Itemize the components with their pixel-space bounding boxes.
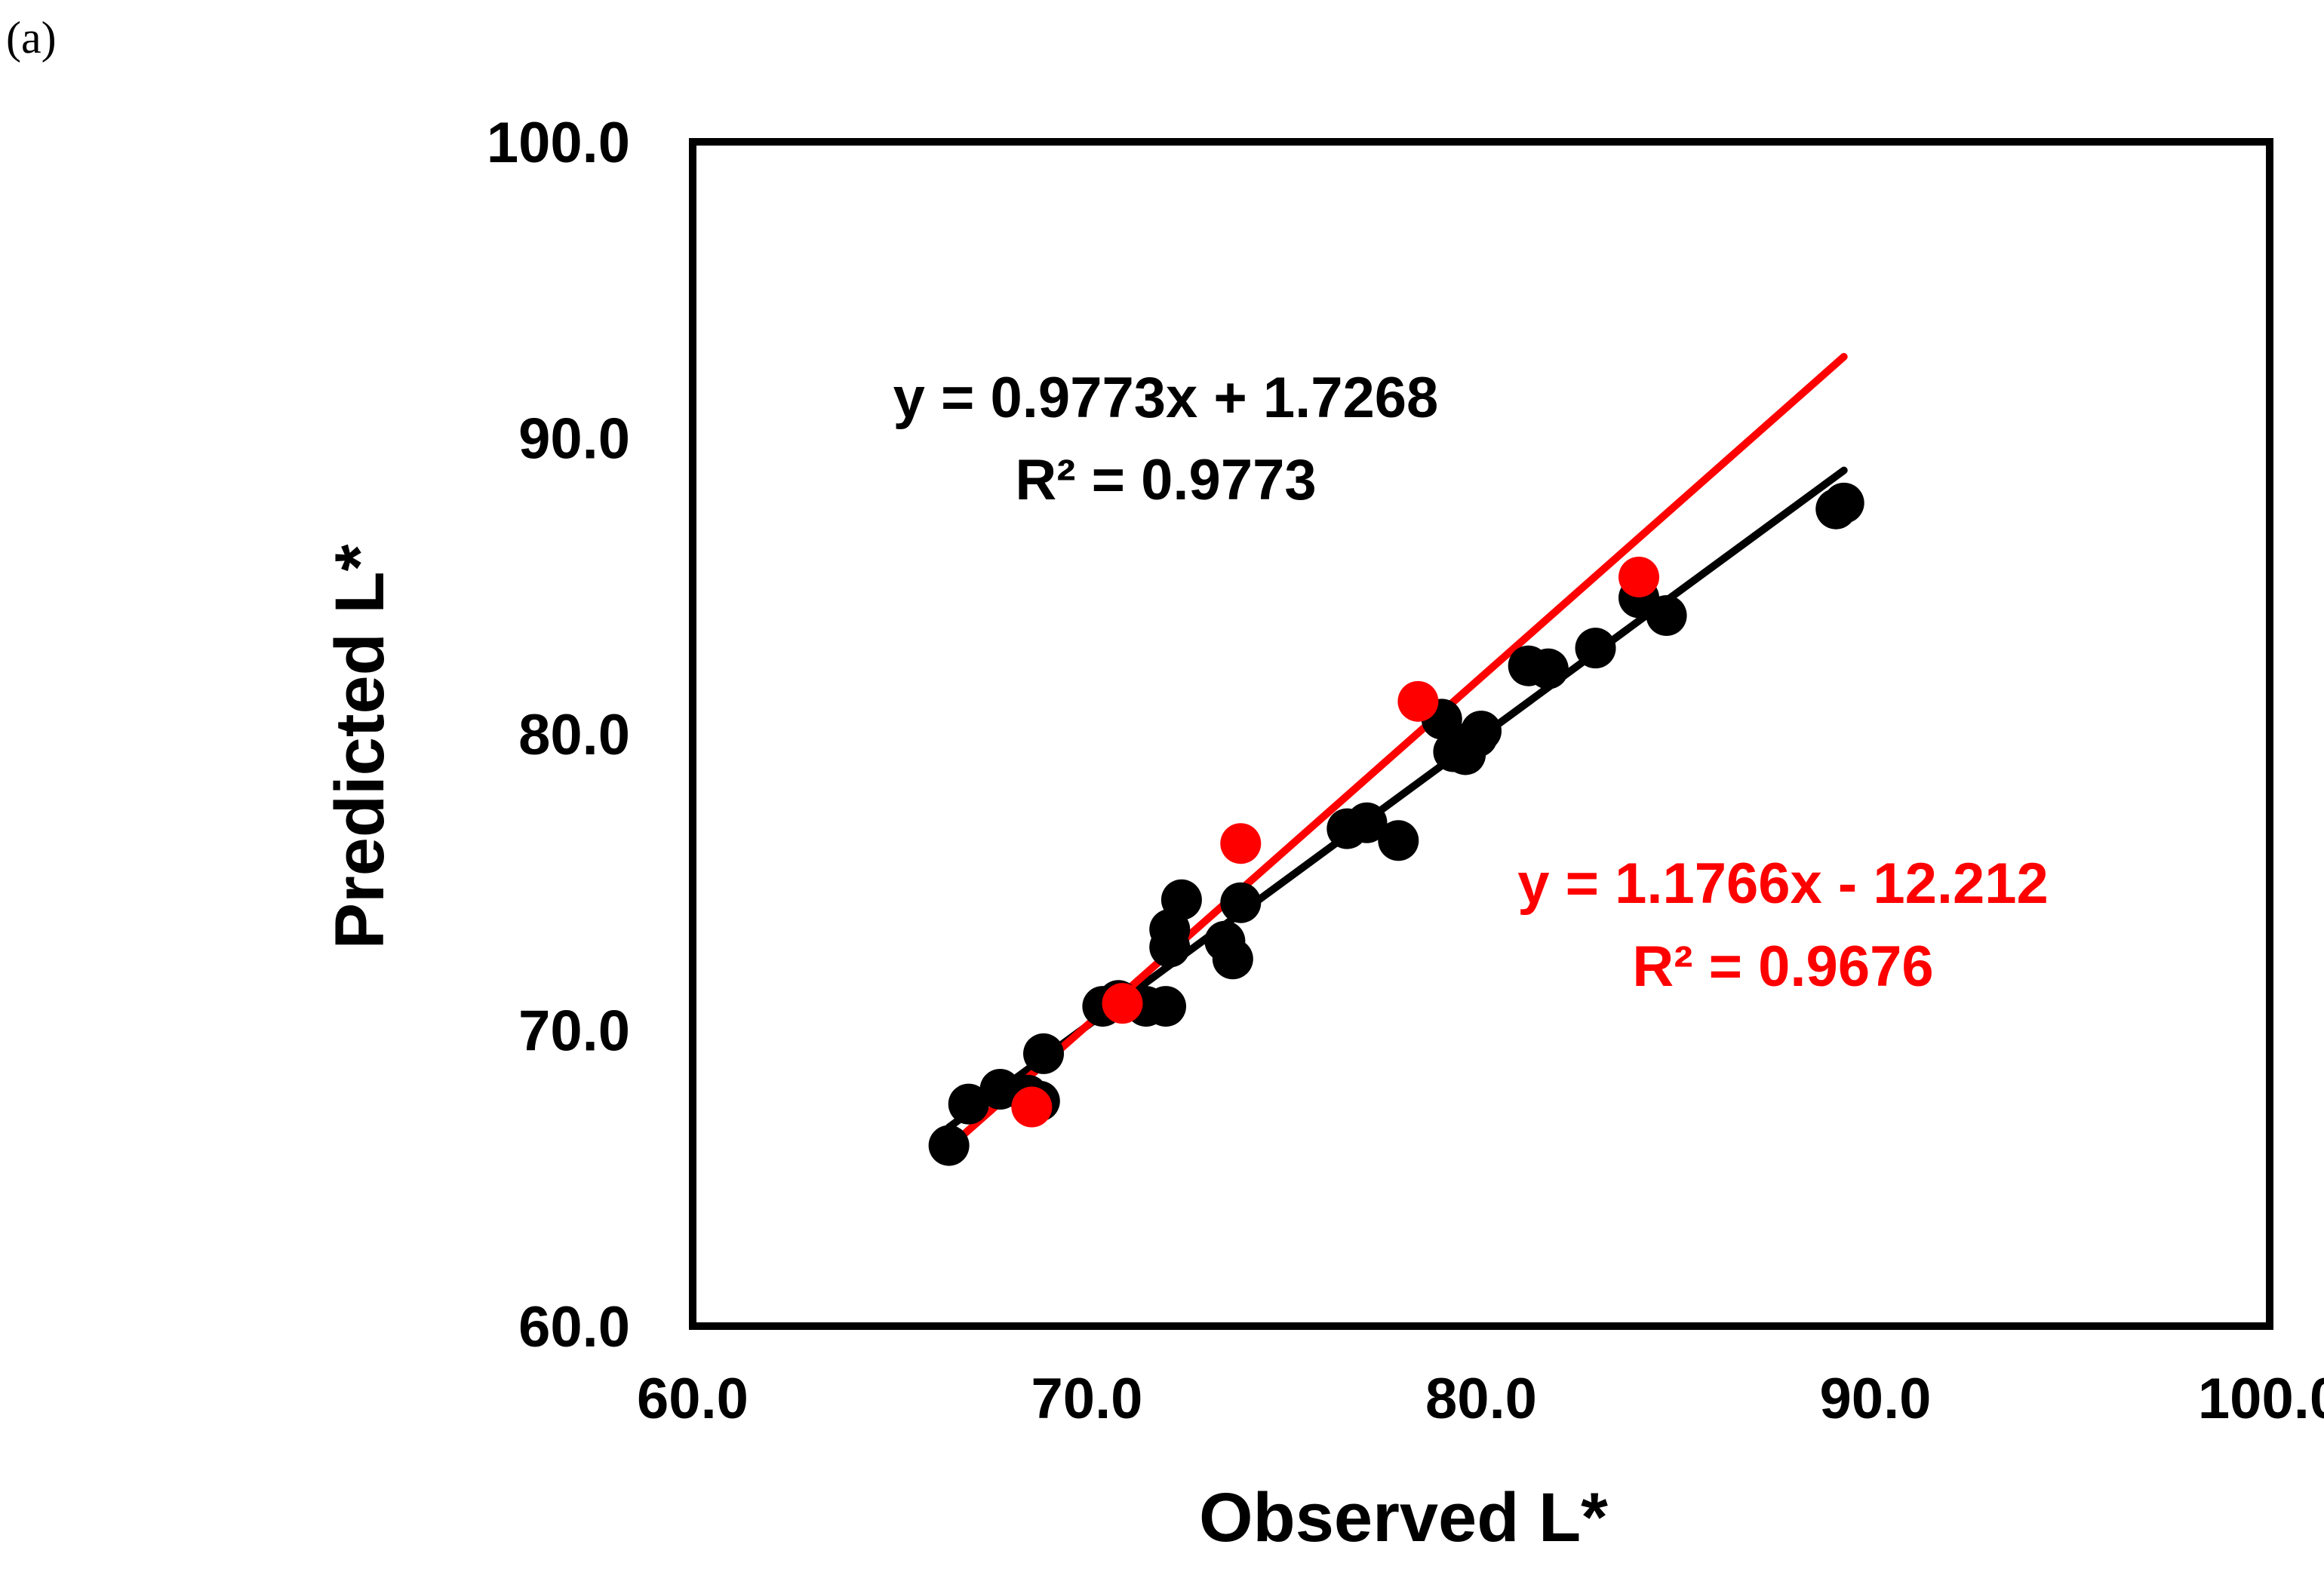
calibration-point (1160, 879, 1202, 920)
calibration-r2: R² = 0.9773 (1015, 448, 1316, 512)
calibration-equation: y = 0.9773x + 1.7268 (893, 366, 1439, 430)
y-axis-ticks: 60.0 70.0 80.0 90.0 100.0 (487, 111, 630, 1359)
y-tick-label: 100.0 (487, 111, 630, 175)
x-axis-ticks: 60.0 70.0 80.0 90.0 100.0 (637, 1367, 2324, 1431)
validation-point (1618, 556, 1659, 597)
validation-point (1011, 1086, 1053, 1128)
calibration-point (1023, 1033, 1065, 1074)
plot-area-frame (689, 138, 2273, 1330)
x-tick-label: 60.0 (637, 1367, 749, 1431)
calibration-point (1145, 986, 1186, 1027)
calibration-point (1220, 882, 1262, 923)
validation-point (1397, 680, 1439, 722)
calibration-point (1346, 802, 1388, 843)
calibration-point (1527, 648, 1569, 689)
x-tick-label: 90.0 (1820, 1367, 1932, 1431)
validation-point (1102, 983, 1143, 1024)
validation-point (1220, 823, 1262, 864)
calibration-point (1575, 628, 1616, 669)
y-tick-label: 70.0 (518, 999, 630, 1064)
panel-label: (a) (6, 13, 57, 63)
calibration-point (1212, 938, 1253, 980)
calibration-point (928, 1125, 970, 1166)
x-tick-label: 70.0 (1031, 1367, 1143, 1431)
x-tick-label: 100.0 (2198, 1367, 2324, 1431)
x-tick-label: 80.0 (1425, 1367, 1537, 1431)
y-tick-label: 80.0 (518, 703, 630, 767)
calibration-point (1461, 711, 1502, 752)
y-tick-label: 90.0 (518, 407, 630, 471)
validation-r2: R² = 0.9676 (1632, 935, 1933, 999)
calibration-point (1378, 820, 1419, 861)
x-axis-title: Observed L* (1199, 1479, 1608, 1556)
data-points (928, 482, 1864, 1166)
calibration-point (948, 1083, 989, 1125)
y-axis-title: Predicted L* (321, 544, 398, 949)
calibration-point (1646, 595, 1687, 636)
calibration-point (1823, 482, 1864, 524)
validation-equation: y = 1.1766x - 12.212 (1517, 852, 2049, 916)
y-tick-label: 60.0 (518, 1295, 630, 1359)
